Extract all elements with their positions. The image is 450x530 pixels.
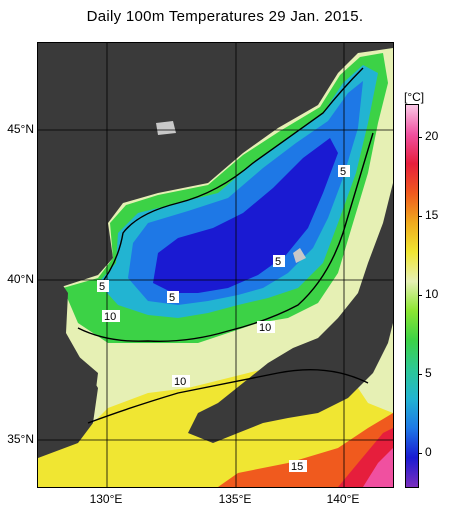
colorbar-tick [418,295,422,296]
land-korea [38,278,98,458]
colorbar-tick-label: 20 [425,129,439,143]
map-title: Daily 100m Temperatures 29 Jan. 2015. [86,8,364,25]
colorbar-tick-label: 0 [425,445,432,459]
colorbar-tick-label: 5 [425,366,432,380]
longitude-label: 140°E [326,492,360,506]
colorbar-tick [418,374,422,375]
contour-label: 5 [340,166,346,178]
contour-label: 10 [174,376,186,388]
colorbar-tick-label: 15 [425,208,439,222]
latitude-label: 35°N [7,432,34,446]
contour-label: 5 [275,256,281,268]
colorbar-tick [418,216,422,217]
temperature-colorbar [405,104,419,488]
sea-area-hot [218,413,393,487]
sea-temperature-map: 5 5 5 5 10 10 10 15 [37,42,394,488]
contour-label: 10 [259,322,271,334]
colorbar-tick-label: 10 [425,287,439,301]
longitude-label: 130°E [89,492,123,506]
latitude-label: 45°N [7,122,34,136]
longitude-label: 135°E [218,492,252,506]
contour-label: 5 [169,292,175,304]
land-japan [188,183,393,443]
contour-label: 15 [291,461,303,473]
colorbar-tick [418,137,422,138]
colorbar-unit: [°C] [404,90,425,104]
latitude-label: 40°N [7,272,34,286]
colorbar-tick [418,453,422,454]
contour-label: 10 [104,311,116,323]
contour-label: 5 [99,281,105,293]
